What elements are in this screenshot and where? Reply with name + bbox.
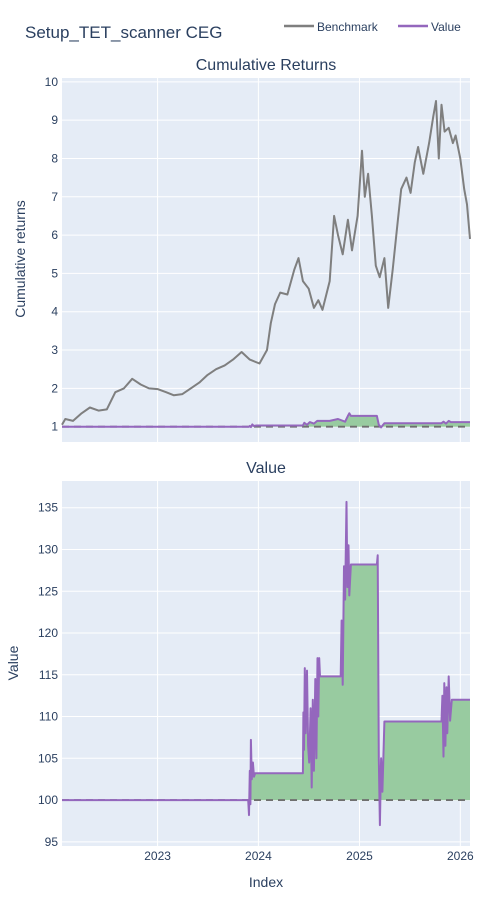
y-tick-label: 10	[45, 75, 59, 89]
legend[interactable]: Benchmark Value	[284, 20, 461, 34]
plot-background	[62, 78, 470, 442]
x-axis-title: Index	[249, 874, 283, 890]
y-tick-label: 3	[51, 343, 58, 357]
subplot-title-value: Value	[246, 460, 286, 477]
cumulative-returns-panel[interactable]: 1 2 3 4 5 6 7 8 9 10	[45, 75, 471, 442]
legend-label-benchmark: Benchmark	[317, 20, 379, 34]
x-tick-label: 2025	[346, 849, 373, 863]
series-line-value[interactable]	[62, 500, 470, 827]
series-line-benchmark[interactable]	[61, 100, 471, 426]
value-panel[interactable]: 95 100 105 110 115 120 125 130 135 2023 2024 2025 20…	[38, 481, 474, 863]
y-tick-label: 105	[38, 751, 58, 765]
y-tick-label: 7	[51, 190, 58, 204]
legend-item-benchmark[interactable]: Benchmark	[284, 20, 379, 34]
series-line-value[interactable]	[62, 412, 470, 429]
x-tick-label: 2024	[245, 849, 272, 863]
y-tick-label: 110	[39, 710, 58, 724]
subplot-title-cumulative: Cumulative Returns	[196, 57, 337, 74]
x-tick-label: 2023	[144, 849, 171, 863]
y-tick-label: 4	[51, 305, 58, 319]
y-tick-label: 130	[38, 542, 58, 556]
y-tick-label: 6	[51, 228, 58, 242]
x-tick-label: 2026	[447, 849, 474, 863]
y-tick-label: 115	[39, 668, 58, 682]
legend-label-value: Value	[431, 20, 461, 34]
y-tick-label: 5	[51, 266, 58, 280]
y-tick-label: 125	[38, 584, 58, 598]
y-axis-title-value: Value	[5, 645, 21, 680]
y-axis-title-cumulative: Cumulative returns	[12, 200, 28, 318]
figure-title: Setup_TET_scanner CEG	[25, 23, 222, 42]
y-tick-label: 135	[38, 501, 58, 515]
legend-item-value[interactable]: Value	[398, 20, 461, 34]
y-tick-label: 1	[51, 420, 58, 434]
y-tick-label: 9	[51, 113, 58, 127]
value-fill-area	[62, 501, 470, 826]
y-tick-label: 8	[51, 151, 58, 165]
y-tick-label: 120	[38, 626, 58, 640]
y-tick-label: 95	[45, 835, 59, 849]
y-tick-label: 100	[38, 793, 58, 807]
y-tick-label: 2	[51, 381, 58, 395]
